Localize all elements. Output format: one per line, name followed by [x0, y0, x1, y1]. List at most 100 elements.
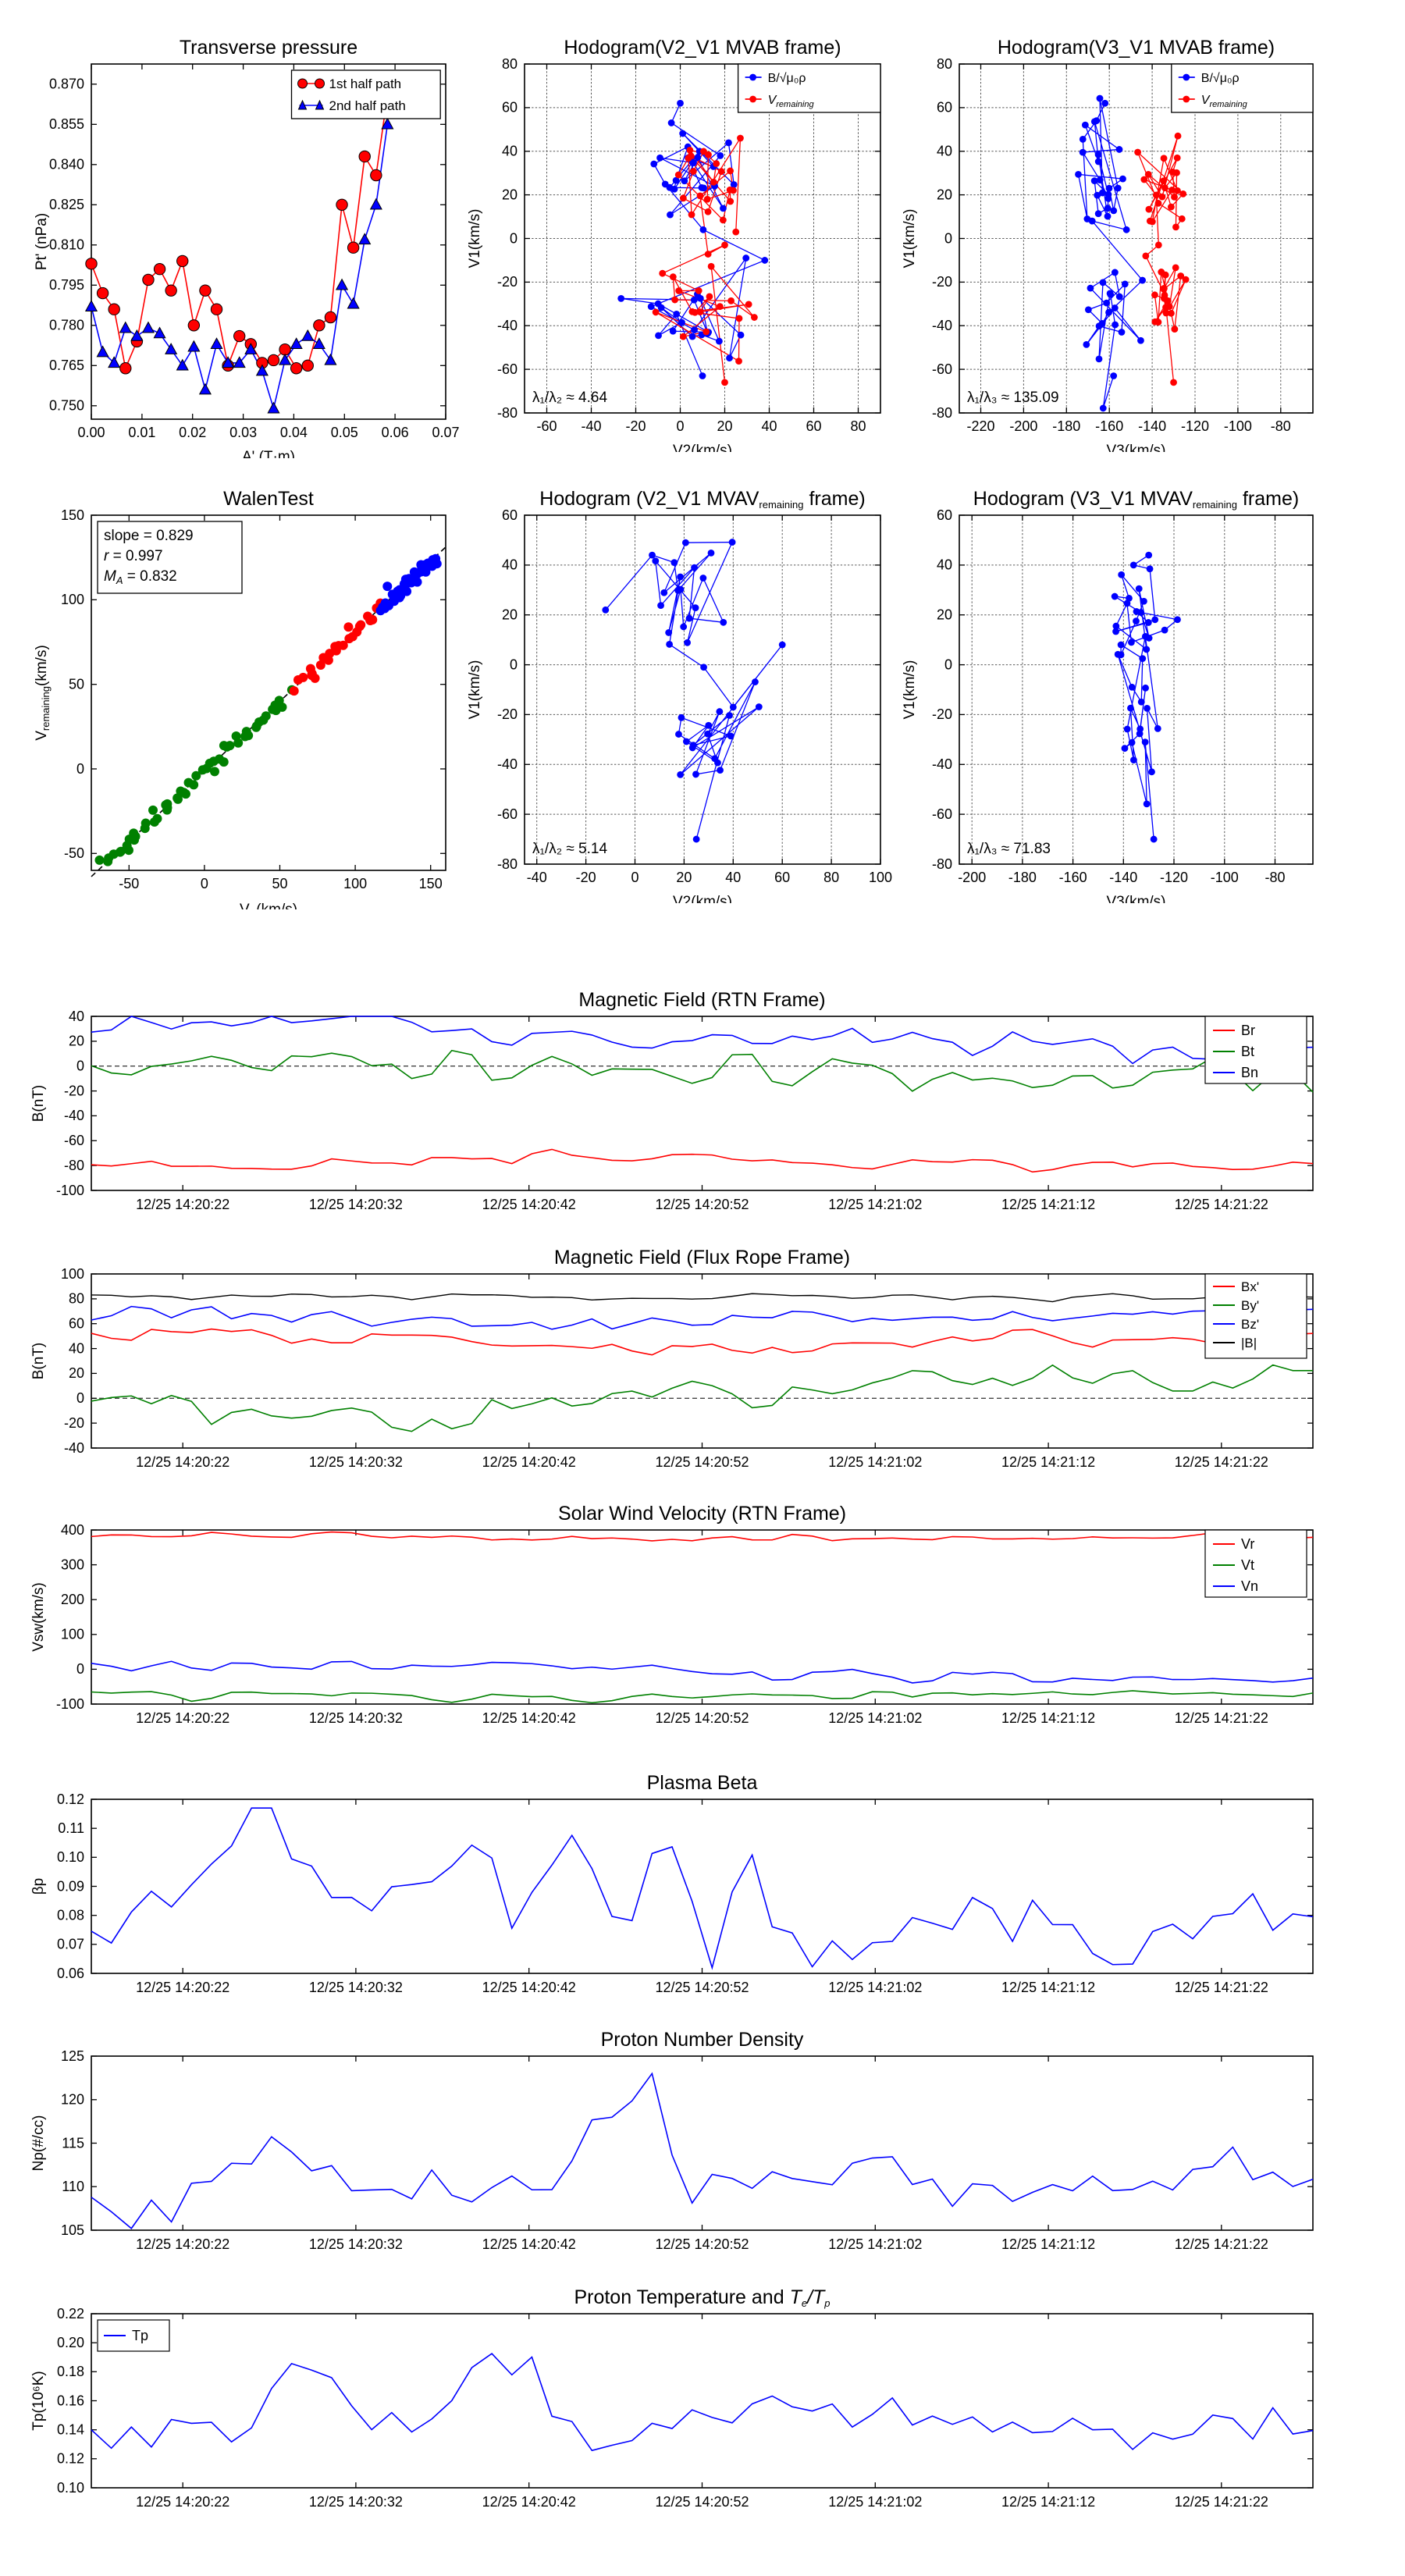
svg-text:Vn: Vn [1241, 1578, 1258, 1594]
svg-text:12/25 14:21:22: 12/25 14:21:22 [1175, 1710, 1268, 1726]
svg-text:Pt' (nPa): Pt' (nPa) [34, 213, 50, 270]
svg-text:300: 300 [61, 1557, 84, 1572]
svg-text:V1(km/s): V1(km/s) [467, 660, 483, 720]
svg-text:-100: -100 [1224, 418, 1252, 434]
svg-text:12/25 14:20:52: 12/25 14:20:52 [655, 1454, 749, 1470]
svg-text:-60: -60 [497, 806, 518, 822]
svg-text:Plasma Beta: Plasma Beta [647, 1772, 758, 1794]
svg-text:B(nT): B(nT) [30, 1343, 47, 1380]
svg-text:A' (T·m): A' (T·m) [242, 449, 295, 458]
svg-text:12/25 14:21:22: 12/25 14:21:22 [1175, 1454, 1268, 1470]
svg-text:0.20: 0.20 [57, 2335, 84, 2350]
svg-text:0.12: 0.12 [57, 2451, 84, 2467]
svg-text:λ₁/λ₃ ≈ 71.83: λ₁/λ₃ ≈ 71.83 [967, 841, 1051, 857]
svg-text:12/25 14:20:22: 12/25 14:20:22 [136, 2236, 229, 2252]
svg-text:12/25 14:21:12: 12/25 14:21:12 [1001, 1710, 1095, 1726]
svg-text:12/25 14:20:52: 12/25 14:20:52 [655, 1710, 749, 1726]
svg-text:200: 200 [61, 1592, 84, 1607]
svg-text:-20: -20 [625, 418, 646, 434]
svg-text:-100: -100 [56, 1696, 84, 1712]
svg-text:-160: -160 [1095, 418, 1123, 434]
svg-text:-200: -200 [958, 870, 986, 885]
svg-text:60: 60 [69, 1316, 84, 1332]
svg-text:MA = 0.832: MA = 0.832 [104, 568, 177, 586]
svg-text:-20: -20 [932, 274, 952, 290]
svg-text:20: 20 [937, 187, 952, 202]
svg-text:60: 60 [774, 870, 790, 885]
svg-text:40: 40 [502, 144, 518, 159]
svg-text:40: 40 [725, 870, 741, 885]
svg-text:12/25 14:21:02: 12/25 14:21:02 [828, 1197, 922, 1212]
svg-text:r = 0.997: r = 0.997 [104, 548, 163, 564]
svg-text:V3(km/s): V3(km/s) [1107, 443, 1166, 452]
svg-text:-20: -20 [497, 274, 518, 290]
svg-text:60: 60 [502, 507, 518, 523]
svg-text:60: 60 [937, 507, 952, 523]
svg-text:Np(#/cc): Np(#/cc) [30, 2115, 47, 2172]
svg-text:0.18: 0.18 [57, 2364, 84, 2379]
svg-text:-160: -160 [1059, 870, 1087, 885]
svg-text:100: 100 [61, 592, 84, 607]
svg-text:120: 120 [61, 2092, 84, 2108]
svg-text:0.22: 0.22 [57, 2306, 84, 2322]
svg-text:0: 0 [510, 230, 518, 246]
svg-text:Vremaining(km/s): Vremaining(km/s) [34, 645, 52, 741]
svg-text:0: 0 [76, 761, 84, 777]
svg-text:12/25 14:21:02: 12/25 14:21:02 [828, 1980, 922, 1995]
svg-text:0.10: 0.10 [57, 1849, 84, 1865]
svg-text:12/25 14:20:52: 12/25 14:20:52 [655, 1197, 749, 1212]
svg-text:0.10: 0.10 [57, 2480, 84, 2496]
svg-text:|B|: |B| [1241, 1336, 1257, 1350]
svg-text:-50: -50 [64, 845, 84, 861]
svg-text:-120: -120 [1181, 418, 1209, 434]
svg-text:0.780: 0.780 [49, 318, 84, 333]
svg-text:Bz': Bz' [1241, 1317, 1259, 1332]
svg-text:0.795: 0.795 [49, 277, 84, 293]
svg-text:50: 50 [272, 876, 287, 891]
svg-text:-140: -140 [1109, 870, 1137, 885]
svg-text:Magnetic Field (RTN Frame): Magnetic Field (RTN Frame) [578, 989, 825, 1011]
svg-text:0.810: 0.810 [49, 237, 84, 253]
svg-text:12/25 14:20:22: 12/25 14:20:22 [136, 1197, 229, 1212]
svg-text:0.840: 0.840 [49, 157, 84, 173]
svg-text:12/25 14:20:32: 12/25 14:20:32 [309, 2236, 403, 2252]
svg-text:Hodogram(V3_V1 MVAB frame): Hodogram(V3_V1 MVAB frame) [998, 37, 1275, 59]
svg-text:-200: -200 [1009, 418, 1037, 434]
svg-text:0.02: 0.02 [179, 425, 206, 440]
svg-text:20: 20 [69, 1365, 84, 1381]
svg-text:125: 125 [61, 2048, 84, 2064]
svg-text:0.05: 0.05 [331, 425, 358, 440]
svg-text:WalenTest: WalenTest [223, 488, 314, 510]
svg-text:Tp: Tp [132, 2328, 148, 2343]
svg-text:0.825: 0.825 [49, 197, 84, 212]
svg-text:-80: -80 [497, 405, 518, 421]
svg-text:400: 400 [61, 1522, 84, 1538]
svg-text:-40: -40 [527, 870, 547, 885]
svg-text:80: 80 [823, 870, 839, 885]
svg-text:-20: -20 [932, 706, 952, 722]
svg-text:12/25 14:21:22: 12/25 14:21:22 [1175, 1197, 1268, 1212]
svg-text:Hodogram (V3_V1 MVAVremaining: Hodogram (V3_V1 MVAVremaining frame) [973, 488, 1299, 511]
svg-text:-80: -80 [932, 405, 952, 421]
svg-text:20: 20 [717, 418, 732, 434]
svg-text:1st half path: 1st half path [329, 76, 402, 91]
svg-text:0: 0 [76, 1661, 84, 1677]
svg-text:0.01: 0.01 [128, 425, 155, 440]
svg-text:12/25 14:20:52: 12/25 14:20:52 [655, 1980, 749, 1995]
svg-text:0.03: 0.03 [229, 425, 257, 440]
svg-text:0.765: 0.765 [49, 358, 84, 373]
svg-text:-180: -180 [1052, 418, 1080, 434]
svg-text:0.855: 0.855 [49, 116, 84, 132]
svg-text:0: 0 [676, 418, 684, 434]
svg-text:12/25 14:20:32: 12/25 14:20:32 [309, 1980, 403, 1995]
svg-text:0: 0 [944, 230, 952, 246]
svg-text:40: 40 [69, 1009, 84, 1024]
svg-text:80: 80 [937, 56, 952, 72]
svg-text:0: 0 [631, 870, 638, 885]
svg-text:-60: -60 [536, 418, 557, 434]
svg-text:12/25 14:21:02: 12/25 14:21:02 [828, 2494, 922, 2510]
svg-text:110: 110 [62, 2179, 84, 2194]
svg-text:λ₁/λ₃ ≈ 135.09: λ₁/λ₃ ≈ 135.09 [967, 390, 1059, 406]
svg-text:Vt: Vt [1241, 1557, 1254, 1573]
svg-text:0: 0 [944, 656, 952, 672]
